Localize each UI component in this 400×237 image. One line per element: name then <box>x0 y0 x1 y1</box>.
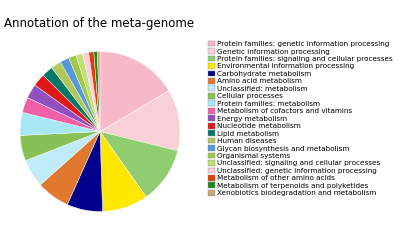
Wedge shape <box>60 58 100 132</box>
Wedge shape <box>98 51 100 132</box>
Wedge shape <box>43 68 100 132</box>
Wedge shape <box>52 62 100 132</box>
Wedge shape <box>94 52 100 132</box>
Text: Annotation of the meta-genome: Annotation of the meta-genome <box>4 17 194 30</box>
Wedge shape <box>20 112 100 135</box>
Wedge shape <box>76 54 100 132</box>
Legend: Protein families: genetic information processing, Genetic information processing: Protein families: genetic information pr… <box>208 41 393 196</box>
Wedge shape <box>100 91 180 151</box>
Wedge shape <box>82 52 100 132</box>
Wedge shape <box>89 52 100 132</box>
Wedge shape <box>20 132 100 161</box>
Wedge shape <box>100 132 146 211</box>
Wedge shape <box>35 75 100 132</box>
Wedge shape <box>100 51 169 132</box>
Wedge shape <box>28 85 100 132</box>
Wedge shape <box>67 132 102 212</box>
Wedge shape <box>26 132 100 185</box>
Wedge shape <box>22 98 100 132</box>
Wedge shape <box>100 132 178 197</box>
Wedge shape <box>69 55 100 132</box>
Wedge shape <box>40 132 100 205</box>
